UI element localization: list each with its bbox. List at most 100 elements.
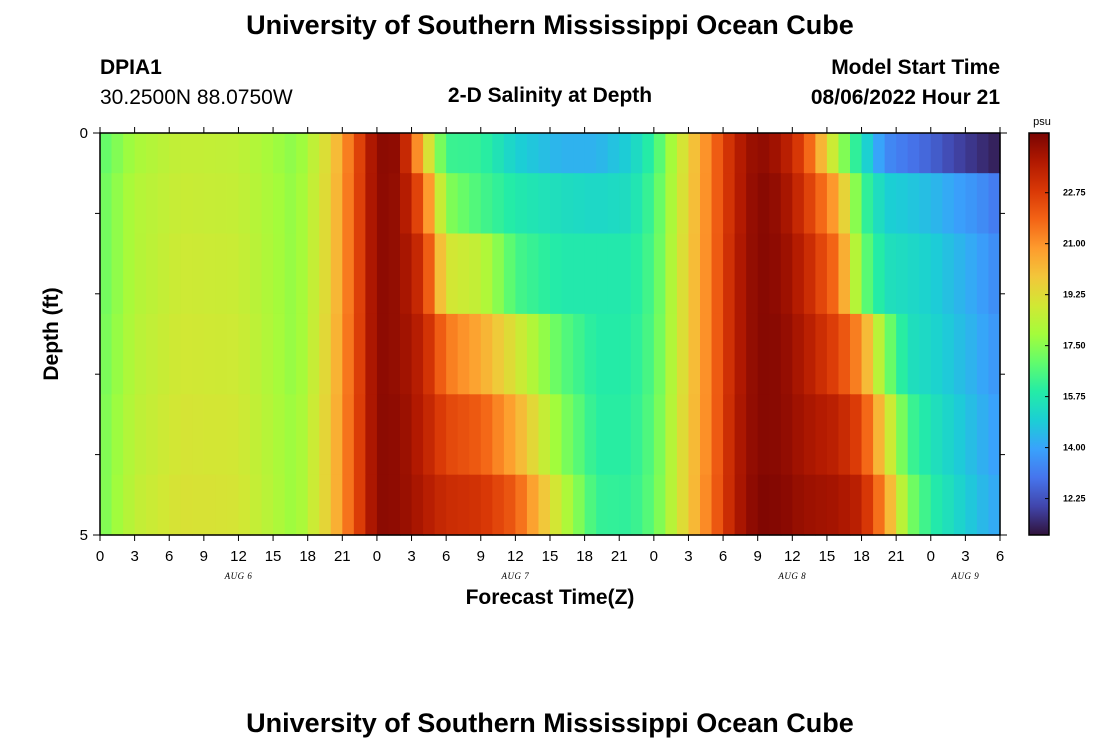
- heatmap-cell: [192, 173, 205, 235]
- heatmap-cell: [492, 474, 505, 536]
- heatmap-cell: [307, 313, 320, 395]
- x-tick-label: 3: [684, 548, 692, 565]
- heatmap-cell: [273, 133, 286, 174]
- heatmap-cell: [480, 313, 493, 395]
- page-title-bottom: University of Southern Mississippi Ocean…: [246, 708, 854, 738]
- heatmap-cell: [780, 173, 793, 235]
- heatmap-cell: [203, 394, 216, 476]
- heatmap-cell: [757, 173, 770, 235]
- y-tick-label: 0: [80, 125, 88, 142]
- heatmap-cell: [619, 394, 632, 476]
- heatmap-cell: [457, 133, 470, 174]
- heatmap-cell: [826, 474, 840, 536]
- heatmap-cell: [550, 173, 563, 235]
- heatmap-cell: [550, 133, 563, 174]
- heatmap-cell: [446, 173, 459, 235]
- heatmap-cell: [123, 394, 136, 476]
- heatmap-cell: [100, 233, 113, 315]
- heatmap-cell: [100, 394, 113, 476]
- heatmap-cell: [100, 133, 113, 174]
- heatmap-cell: [688, 173, 701, 235]
- heatmap-cell: [515, 313, 528, 395]
- heatmap-cell: [342, 133, 355, 174]
- heatmap-cell: [676, 173, 690, 235]
- x-tick-label: 0: [96, 548, 104, 565]
- heatmap-cell: [815, 233, 828, 315]
- heatmap-cell: [607, 474, 620, 536]
- heatmap-cell: [850, 133, 863, 174]
- x-tick-label: 15: [819, 548, 836, 565]
- heatmap-cell: [619, 133, 632, 174]
- heatmap-cell: [976, 233, 990, 315]
- heatmap-cell: [411, 474, 424, 536]
- heatmap-cell: [180, 133, 193, 174]
- heatmap-cell: [688, 474, 701, 536]
- heatmap-cell: [930, 474, 943, 536]
- heatmap-cell: [676, 133, 690, 174]
- heatmap-cell: [423, 394, 436, 476]
- heatmap-cell: [907, 474, 920, 536]
- heatmap-cell: [988, 313, 1001, 395]
- heatmap-cell: [376, 133, 390, 174]
- heatmap-cell: [307, 173, 320, 235]
- date-label: AUG 8: [777, 571, 806, 581]
- y-axis: 05: [80, 125, 1007, 544]
- heatmap-cell: [319, 313, 332, 395]
- heatmap-cell: [815, 474, 828, 536]
- heatmap-cell: [342, 474, 355, 536]
- heatmap-cell: [711, 133, 724, 174]
- heatmap-cell: [157, 233, 170, 315]
- heatmap-cell: [630, 233, 643, 315]
- heatmap-cell: [157, 394, 170, 476]
- heatmap-cell: [526, 474, 540, 536]
- heatmap-cell: [480, 133, 493, 174]
- heatmap-cell: [757, 313, 770, 395]
- heatmap-cell: [284, 133, 297, 174]
- heatmap-cell: [815, 394, 828, 476]
- heatmap-cell: [803, 394, 816, 476]
- heatmap-cell: [965, 474, 978, 536]
- heatmap-cell: [769, 474, 782, 536]
- heatmap-cell: [850, 394, 863, 476]
- heatmap-cell: [653, 133, 666, 174]
- heatmap-cell: [607, 233, 620, 315]
- heatmap-cell: [169, 233, 182, 315]
- heatmap-cell: [238, 474, 251, 536]
- heatmap-cell: [723, 313, 736, 395]
- heatmap-cell: [561, 233, 574, 315]
- heatmap-cell: [376, 313, 390, 395]
- heatmap-cell: [388, 133, 401, 174]
- heatmap-cell: [180, 173, 193, 235]
- heatmap-cell: [965, 313, 978, 395]
- heatmap-cell: [411, 233, 424, 315]
- heatmap-cell: [400, 313, 413, 395]
- heatmap-cell: [711, 474, 724, 536]
- heatmap-cell: [676, 233, 690, 315]
- heatmap-cell: [711, 313, 724, 395]
- heatmap-cell: [561, 133, 574, 174]
- heatmap-cell: [792, 173, 805, 235]
- heatmap-cell: [861, 474, 874, 536]
- heatmap-cell: [226, 474, 240, 536]
- heatmap-cell: [630, 313, 643, 395]
- heatmap-cell: [550, 474, 563, 536]
- heatmap-cell: [492, 133, 505, 174]
- heatmap-cell: [388, 313, 401, 395]
- heatmap-cell: [907, 394, 920, 476]
- heatmap-cell: [457, 313, 470, 395]
- heatmap-cell: [457, 173, 470, 235]
- heatmap-cell: [100, 474, 113, 536]
- heatmap-cell: [111, 173, 124, 235]
- heatmap-cell: [884, 173, 897, 235]
- heatmap-cell: [226, 233, 240, 315]
- heatmap-cell: [700, 133, 713, 174]
- heatmap-cell: [573, 394, 586, 476]
- heatmap-cell: [526, 313, 540, 395]
- heatmap-cell: [307, 474, 320, 536]
- heatmap-cell: [734, 313, 747, 395]
- heatmap-cell: [573, 233, 586, 315]
- heatmap-cell: [734, 173, 747, 235]
- heatmap-cell: [503, 133, 516, 174]
- heatmap-cell: [157, 474, 170, 536]
